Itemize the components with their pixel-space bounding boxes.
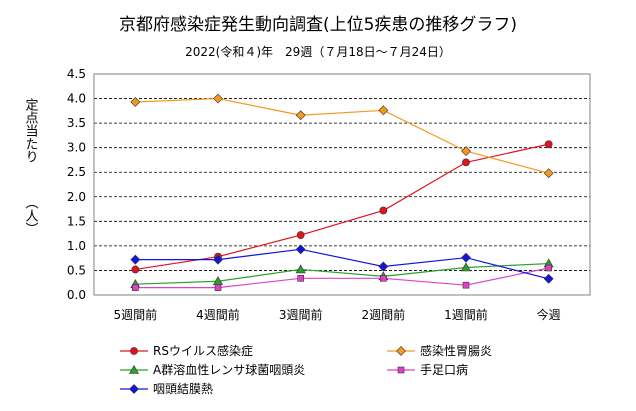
legend-label: 咽頭結膜熱 <box>153 382 213 396</box>
series-0 <box>131 140 553 274</box>
data-point <box>461 252 471 263</box>
legend-label: A群溶血性レンサ球菌咽頭炎 <box>153 362 305 377</box>
x-tick-label: 1週間前 <box>444 307 488 322</box>
legend-marker <box>396 346 406 356</box>
y-tick-label: 0.5 <box>67 263 86 277</box>
legend-item: 手足口病 <box>387 362 468 377</box>
y-axis-ticks: 0.0 0.5 1.0 1.5 2.0 2.5 3.0 3.5 4.0 4.5 <box>67 67 86 302</box>
data-point <box>295 264 306 274</box>
data-point <box>295 244 306 255</box>
legend-label: 手足口病 <box>420 362 468 377</box>
series-line <box>135 262 549 285</box>
data-point <box>378 105 389 116</box>
data-point <box>544 140 553 149</box>
legend-item: RSウイルス感染症 <box>120 343 253 358</box>
data-point <box>295 110 306 121</box>
gridlines <box>94 98 590 271</box>
x-tick-label: 2週間前 <box>362 307 406 322</box>
y-tick-label: 4.0 <box>67 92 86 106</box>
x-axis-ticks: 5週間前 4週間前 3週間前 2週間前 1週間前 今週 <box>114 307 561 322</box>
series-line <box>135 97 549 174</box>
y-tick-label: 1.0 <box>67 239 86 253</box>
legend-marker <box>397 366 405 374</box>
plot-area-border <box>93 73 591 296</box>
y-axis-label: 定点当たり （人） <box>23 98 39 235</box>
x-tick-label: 4週間前 <box>196 307 240 322</box>
data-point <box>214 284 222 291</box>
series-1 <box>130 93 554 179</box>
x-tick-label: 今週 <box>537 307 561 322</box>
data-point <box>543 168 554 179</box>
series-4 <box>130 244 554 284</box>
legend-item: 感染性胃腸炎 <box>387 343 492 358</box>
series-3 <box>132 264 552 291</box>
series-line <box>135 267 549 289</box>
data-point <box>462 281 470 289</box>
data-point <box>132 284 139 291</box>
data-point <box>461 146 471 157</box>
y-axis-unit: （人） <box>23 196 39 235</box>
y-tick-label: 4.5 <box>67 67 86 81</box>
y-tick-label: 1.5 <box>67 214 86 228</box>
legend-marker <box>130 347 138 355</box>
legend-label: 感染性胃腸炎 <box>420 343 492 358</box>
data-point <box>543 273 554 284</box>
legend-marker <box>129 384 139 394</box>
data-point <box>297 275 304 282</box>
x-tick-label: 5週間前 <box>114 307 158 322</box>
x-tick-label: 3週間前 <box>279 307 323 322</box>
data-point <box>379 206 388 215</box>
data-point <box>296 231 305 239</box>
y-tick-label: 2.5 <box>67 165 86 179</box>
chart-subtitle: 2022(令和４)年 29週（７月18日～７月24日） <box>185 44 451 59</box>
chart-title: 京都府感染症発生動向調査(上位5疾患の推移グラフ) <box>119 15 517 35</box>
data-point <box>380 275 387 282</box>
data-point <box>213 254 223 265</box>
legend-marker <box>128 364 140 374</box>
y-tick-label: 0.0 <box>67 288 86 302</box>
data-point <box>130 97 141 107</box>
series-line <box>135 143 549 271</box>
data-point <box>131 265 140 274</box>
y-tick-label: 3.5 <box>67 116 86 130</box>
series-line <box>135 248 549 280</box>
legend-item: 咽頭結膜熱 <box>120 382 213 396</box>
data-point <box>130 254 141 265</box>
y-axis-title: 定点当たり <box>23 98 39 163</box>
data-point <box>213 93 223 104</box>
y-tick-label: 3.0 <box>67 141 86 155</box>
data-point <box>462 158 470 167</box>
data-point <box>378 261 389 272</box>
data-point <box>460 262 472 272</box>
y-tick-label: 2.0 <box>67 190 86 204</box>
legend-label: RSウイルス感染症 <box>153 343 253 358</box>
data-point <box>545 264 552 272</box>
legend-item: A群溶血性レンサ球菌咽頭炎 <box>120 362 305 377</box>
series-group <box>130 93 554 291</box>
